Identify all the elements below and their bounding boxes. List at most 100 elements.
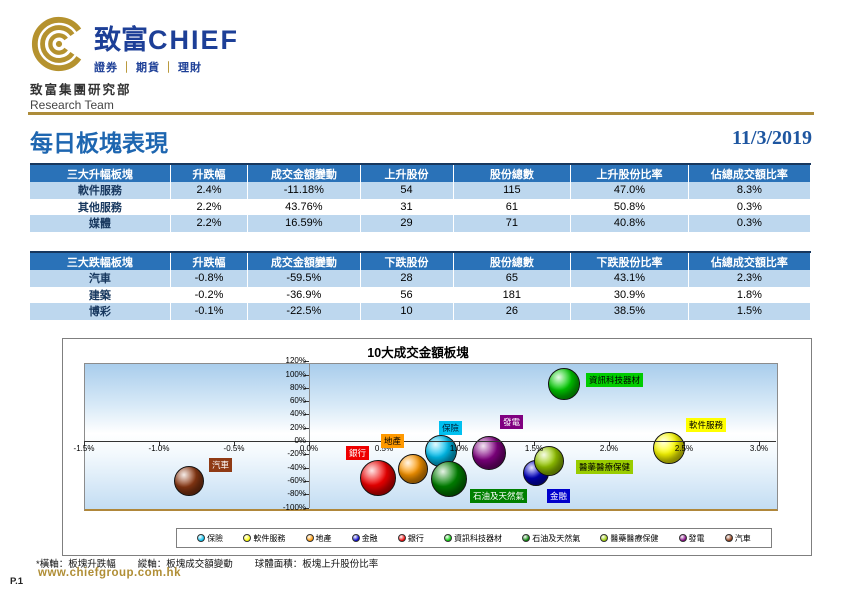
gainers-table-header: 三大升幅板塊 升跌幅 成交金額變動 上升股份 股份總數 上升股份比率 佔總成交額比率 (30, 163, 812, 182)
logo-sub-separator: ｜ (121, 62, 133, 74)
report-date: 11/3/2019 (731, 127, 812, 149)
table-cell: 115 (453, 182, 572, 199)
legend-marker-icon (444, 534, 453, 542)
y-axis-tick-label: 20% (289, 422, 306, 432)
column-header: 下跌股份比率 (570, 251, 689, 270)
y-axis-tick-label: -20% (287, 449, 306, 459)
legend-item: 保險 (197, 533, 223, 544)
gainers-table-body: 軟件服務 2.4% -11.18% 54 115 47.0% 8.3% 其他服務 2.2% 43.… (30, 182, 812, 232)
table-row: 建築 -0.2% -36.9% 56 181 30.9% 1.8% (30, 286, 812, 303)
bubble-label: 銀行 (346, 446, 370, 460)
y-axis-tick-label: 40% (289, 409, 306, 419)
legend-item: 資訊科技器材 (444, 533, 502, 544)
y-axis-tick (304, 480, 309, 482)
table-row: 其他服務 2.2% 43.76% 31 61 50.8% 0.3% (30, 198, 812, 215)
y-axis-tick (304, 401, 309, 403)
legend-marker-icon (397, 534, 406, 542)
table-row: 汽車 -0.8% -59.5% 28 65 43.1% 2.3% (30, 270, 812, 287)
chart-bubble (430, 460, 467, 497)
y-axis-tick-label: 100% (285, 369, 306, 379)
x-axis-tick-label: 1.5% (524, 444, 544, 453)
chart-bubble (397, 453, 428, 484)
legend-marker-icon (197, 534, 206, 542)
footnote-segment: *橫軸：板塊升跌幅 (36, 559, 116, 570)
y-axis-tick (304, 427, 309, 429)
table-cell: 1.5% (688, 303, 812, 320)
column-header: 下跌股份 (360, 251, 454, 270)
table-cell: 其他服務 (30, 198, 171, 215)
chief-logo-icon (30, 15, 88, 78)
column-header: 佔總成交額比率 (688, 163, 812, 182)
bubble-label: 金融 (547, 489, 571, 503)
table-cell: -0.2% (170, 286, 249, 303)
x-axis-tick-label: 0.0% (299, 444, 319, 453)
y-axis-tick (304, 361, 309, 363)
column-header: 成交金額變動 (247, 163, 361, 182)
table-cell: 56 (360, 286, 454, 303)
legend-item: 銀行 (397, 533, 424, 544)
table-cell: 43.1% (570, 270, 689, 287)
department-name: 致富集團研究部 (30, 83, 132, 97)
legend-label: 軟件服務 (253, 533, 286, 543)
legend-marker-icon (522, 534, 531, 542)
column-header: 升跌幅 (170, 163, 249, 182)
table-cell: 47.0% (570, 182, 689, 199)
legend-label: 資訊科技器材 (454, 533, 503, 543)
x-axis-tick-label: -1.5% (73, 444, 95, 453)
logo-sub-separator: ｜ (163, 62, 175, 74)
losers-table-body: 汽車 -0.8% -59.5% 28 65 43.1% 2.3% 建築 -0.2% -36.9% 5… (30, 270, 812, 320)
y-axis-tick (304, 441, 309, 442)
column-header: 佔總成交額比率 (688, 251, 812, 270)
y-axis-tick (304, 414, 309, 416)
table-cell: 65 (453, 270, 572, 287)
table-cell: 30.9% (570, 286, 689, 303)
column-header: 股份總數 (453, 251, 572, 270)
table-cell: 建築 (30, 286, 171, 303)
x-axis-tick (84, 441, 85, 446)
x-axis-tick-label: 3.0% (749, 444, 769, 453)
x-axis-tick (234, 441, 235, 446)
table-cell: -0.1% (170, 303, 249, 320)
bubble-label: 軟件服務 (686, 418, 727, 432)
website-link[interactable]: www.chiefgroup.com.hk (38, 567, 181, 579)
table-cell: 54 (360, 182, 454, 199)
table-cell: 181 (453, 286, 572, 303)
legend-marker-icon (678, 534, 687, 542)
x-axis-tick-label: 2.0% (599, 444, 619, 453)
gold-divider (28, 112, 814, 115)
chart-bubble (360, 459, 396, 496)
legend-label: 發電 (688, 533, 705, 543)
column-header: 上升股份 (360, 163, 454, 182)
table-cell: 博彩 (30, 303, 171, 320)
bubble-label: 醫藥醫療保健 (576, 460, 634, 474)
legend-label: 石油及天然氣 (532, 533, 581, 543)
table-cell: 40.8% (570, 215, 689, 232)
logo-sub-item: 證券 (94, 62, 118, 74)
page-number: P.1 (10, 576, 24, 587)
legend-label: 汽車 (734, 533, 751, 543)
bubble-label: 保險 (439, 421, 463, 435)
y-axis-tick-label: 80% (289, 382, 306, 392)
table-cell: -0.8% (170, 270, 249, 287)
table-cell: 2.2% (170, 215, 249, 232)
chart-bubble (534, 445, 564, 476)
table-cell: 38.5% (570, 303, 689, 320)
table-cell: 2.2% (170, 198, 249, 215)
x-axis-tick-label: -0.5% (223, 444, 245, 453)
table-cell: 8.3% (688, 182, 812, 199)
column-header: 成交金額變動 (247, 251, 361, 270)
table-cell: 2.3% (688, 270, 812, 287)
logo-text-en: CHIEF (148, 25, 239, 55)
chart-title: 10大成交金額板塊 (367, 346, 469, 360)
y-axis-tick (304, 374, 309, 376)
legend-item: 醫藥醫療保健 (600, 533, 658, 544)
x-axis-tick (309, 441, 310, 446)
chart-bubble (653, 432, 685, 465)
footnote-segment: 縱軸：板塊成交額變動 (137, 559, 233, 570)
legend-item: 軟件服務 (243, 533, 285, 544)
y-axis-tick (304, 387, 309, 389)
legend-item: 地產 (305, 533, 332, 544)
chart-x-axis (84, 441, 776, 442)
department-block: 致富集團研究部 Research Team (30, 79, 132, 112)
legend-label: 保險 (207, 533, 224, 543)
